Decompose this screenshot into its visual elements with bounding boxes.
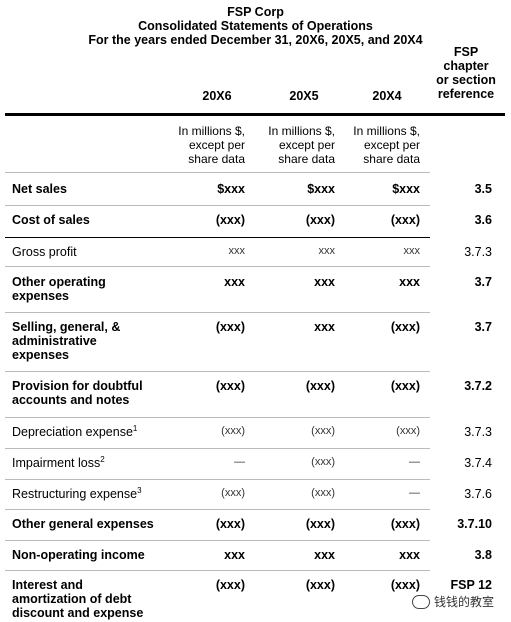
row-divider xyxy=(5,540,430,541)
value-cell: (xxx) xyxy=(215,213,245,227)
row-label: Interest and amortization of debt discount… xyxy=(12,578,144,620)
fsp-reference: 3.7.2 xyxy=(464,379,492,393)
year-header-20x4: 20X4 xyxy=(372,89,402,103)
row-label: Gross profit xyxy=(12,245,77,259)
row-divider xyxy=(5,509,430,510)
value-cell: — xyxy=(409,456,420,468)
value-cell: (xxx) xyxy=(305,379,335,393)
row-divider xyxy=(5,570,430,571)
value-cell: $xxx xyxy=(217,182,245,196)
row-divider xyxy=(5,237,430,238)
footnote-marker: 2 xyxy=(100,454,105,464)
value-cell: xxx xyxy=(399,275,420,289)
row-label: Restructuring expense3 xyxy=(12,485,142,501)
value-cell: (xxx) xyxy=(396,425,420,437)
units-20x6: In millions $, except per share data xyxy=(178,124,245,166)
row-label: Provision for doubtful accounts and notes xyxy=(12,379,143,407)
value-cell: xxx xyxy=(314,320,335,334)
value-cell: (xxx) xyxy=(390,213,420,227)
row-label: Cost of sales xyxy=(12,213,90,227)
row-divider xyxy=(5,266,430,267)
value-cell: $xxx xyxy=(392,182,420,196)
value-cell: (xxx) xyxy=(221,425,245,437)
statement-title: Consolidated Statements of Operations xyxy=(138,19,373,33)
footnote-marker: 3 xyxy=(137,485,142,495)
fsp-reference: 3.7 xyxy=(474,275,492,289)
fsp-reference: 3.7.3 xyxy=(464,425,492,439)
value-cell: (xxx) xyxy=(390,578,420,592)
value-cell: (xxx) xyxy=(390,379,420,393)
row-label: Other general expenses xyxy=(12,517,154,531)
fsp-reference: 3.7.4 xyxy=(464,456,492,470)
value-cell: (xxx) xyxy=(215,578,245,592)
row-label: Net sales xyxy=(12,182,67,196)
fsp-reference: 3.7.10 xyxy=(457,517,492,531)
units-divider xyxy=(5,172,430,173)
row-label: Impairment loss2 xyxy=(12,454,105,470)
value-cell: (xxx) xyxy=(311,456,335,468)
company-name: FSP Corp xyxy=(227,5,284,19)
fsp-reference: 3.8 xyxy=(474,548,492,562)
value-cell: xxx xyxy=(314,275,335,289)
value-cell: (xxx) xyxy=(221,487,245,499)
value-cell: xxx xyxy=(403,245,421,257)
value-cell: — xyxy=(234,456,245,468)
wechat-icon xyxy=(412,594,430,609)
value-cell: (xxx) xyxy=(390,517,420,531)
value-cell: (xxx) xyxy=(311,425,335,437)
value-cell: (xxx) xyxy=(311,487,335,499)
fsp-reference: 3.7.3 xyxy=(464,245,492,259)
fsp-reference: FSP 12 xyxy=(450,578,492,592)
value-cell: xxx xyxy=(399,548,420,562)
watermark: 钱钱的教室 xyxy=(412,593,494,610)
statement-period: For the years ended December 31, 20X6, 2… xyxy=(88,33,423,47)
year-header-20x6: 20X6 xyxy=(202,89,232,103)
value-cell: (xxx) xyxy=(305,578,335,592)
row-divider xyxy=(5,479,430,480)
row-divider xyxy=(5,417,430,418)
row-divider xyxy=(5,312,430,313)
value-cell: (xxx) xyxy=(215,379,245,393)
units-20x4: In millions $, except per share data xyxy=(353,124,420,166)
row-label: Depreciation expense1 xyxy=(12,423,138,439)
row-divider xyxy=(5,205,430,206)
value-cell: (xxx) xyxy=(215,320,245,334)
fsp-reference: 3.7 xyxy=(474,320,492,334)
fsp-reference: 3.7.6 xyxy=(464,487,492,501)
row-label: Selling, general, & administrative expense… xyxy=(12,320,121,362)
fsp-reference: 3.5 xyxy=(474,182,492,196)
value-cell: (xxx) xyxy=(305,517,335,531)
row-divider xyxy=(5,371,430,372)
value-cell: (xxx) xyxy=(215,517,245,531)
footnote-marker: 1 xyxy=(132,423,138,433)
value-cell: xxx xyxy=(318,245,336,257)
year-header-20x5: 20X5 xyxy=(289,89,319,103)
header-divider xyxy=(5,113,505,116)
value-cell: (xxx) xyxy=(305,213,335,227)
row-divider xyxy=(5,448,430,449)
units-20x5: In millions $, except per share data xyxy=(268,124,335,166)
fsp-reference-header: FSP chapter or section reference xyxy=(436,45,496,101)
value-cell: xxx xyxy=(228,245,246,257)
value-cell: — xyxy=(409,487,420,499)
fsp-reference: 3.6 xyxy=(474,213,492,227)
value-cell: xxx xyxy=(224,548,245,562)
row-label: Other operating expenses xyxy=(12,275,106,303)
value-cell: (xxx) xyxy=(390,320,420,334)
row-label: Non-operating income xyxy=(12,548,145,562)
value-cell: $xxx xyxy=(307,182,335,196)
value-cell: xxx xyxy=(224,275,245,289)
value-cell: xxx xyxy=(314,548,335,562)
